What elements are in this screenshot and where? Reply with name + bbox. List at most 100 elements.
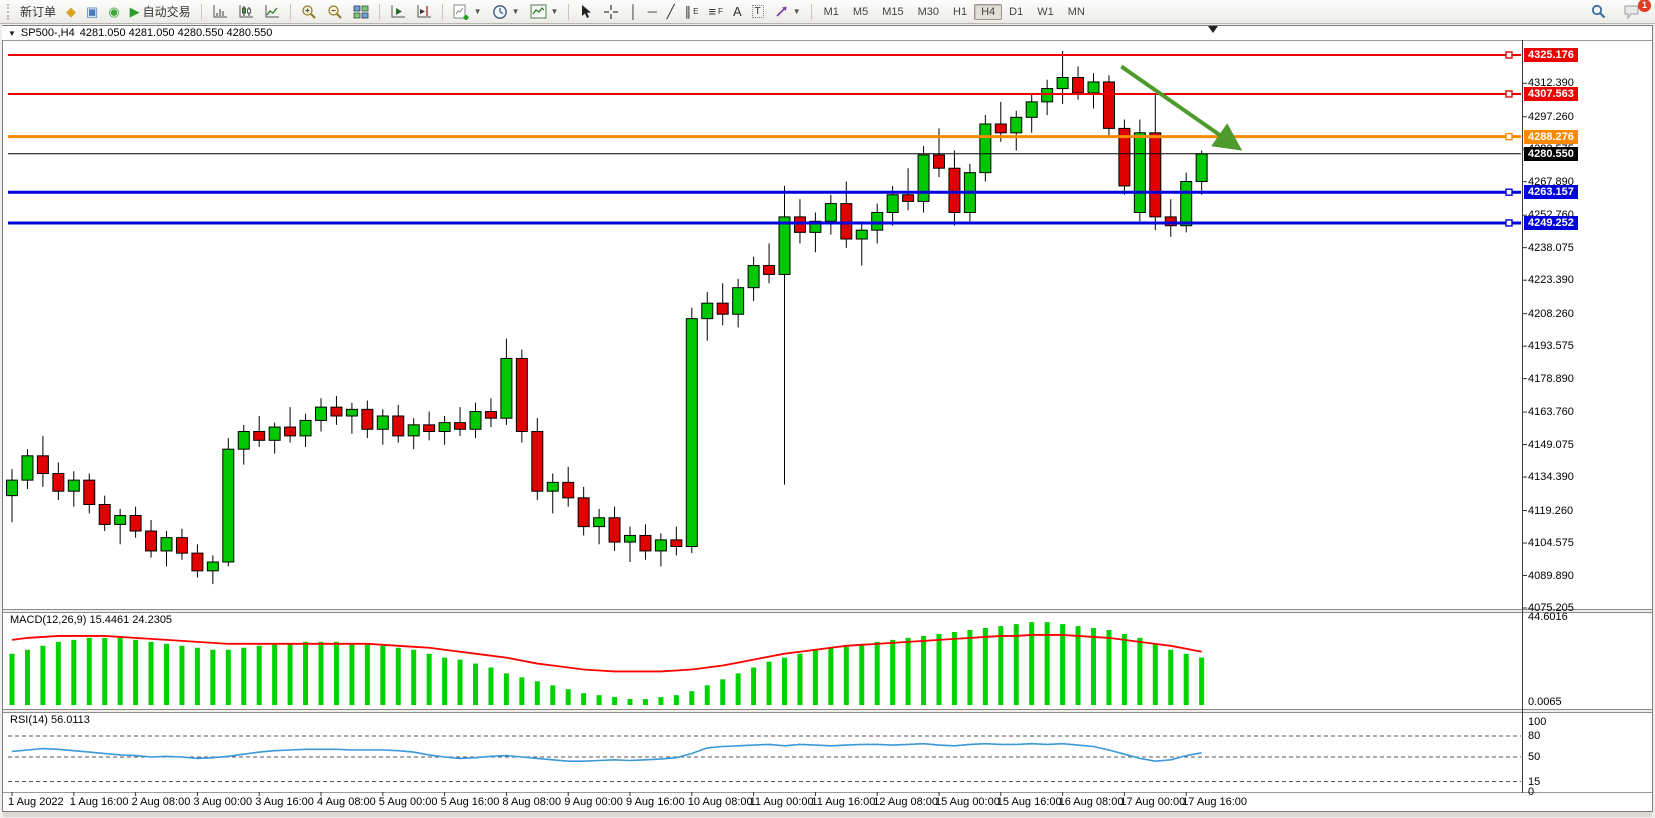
rsi-axis-label: 50 [1528,751,1541,763]
price-tick-label: 4134.390 [1528,471,1574,484]
candles-chart-icon[interactable] [233,2,259,22]
macd-splitter[interactable] [3,609,1652,613]
time-axis-label: 1 Aug 2022 [8,796,64,808]
time-axis-label: 17 Aug 00:00 [1120,796,1186,808]
equidistant-channel-icon[interactable]: ∥ E [684,4,699,19]
chart-titlebar: ▼ SP500-,H4 4281.050 4281.050 4280.550 4… [2,26,1651,40]
price-tick-label: 4119.260 [1528,504,1574,517]
templates-icon[interactable]: ▼ [525,2,564,22]
macd-axis-min: 0.0065 [1528,696,1562,708]
toolbar-grip [7,3,12,20]
price-tick-label: 4163.760 [1528,406,1574,419]
rsi-label: RSI(14) 56.0113 [10,714,90,726]
rsi-axis-label: 15 [1528,775,1541,788]
search-button[interactable] [1586,2,1611,22]
time-axis-label: 5 Aug 16:00 [440,796,500,808]
chart-shift-marker-icon[interactable] [1208,26,1218,33]
caret-down-icon: ▼ [473,7,482,16]
search-icon [1591,4,1606,19]
time-axis-label: 11 Aug 16:00 [811,796,876,808]
time-axis-border [3,792,1652,793]
caret-down-icon: ▼ [550,7,559,16]
time-axis-label: 3 Aug 00:00 [193,796,253,808]
arrows-icon[interactable]: ▼ [769,2,806,22]
caret-down-icon: ▼ [511,7,520,16]
time-axis-label: 8 Aug 08:00 [502,796,562,808]
macd-axis-max: 44.6016 [1528,611,1568,623]
tile-windows-icon[interactable] [348,2,374,22]
timeframe-button-M1[interactable]: M1 [823,5,839,18]
time-axis-label: 15 Aug 16:00 [996,796,1062,808]
algo-trading-button[interactable]: ▶ 自动交易 [129,4,191,19]
new-chart-icon[interactable]: ▼ [448,2,487,22]
time-axis-label: 11 Aug 00:00 [749,796,814,808]
time-axis-label: 16 Aug 08:00 [1058,796,1124,808]
price-tick-label: 4208.260 [1528,307,1574,320]
vertical-line-icon[interactable]: │ [629,4,638,19]
trendline-icon[interactable]: ╱ [666,4,675,19]
chart-window[interactable] [2,25,1653,812]
toolbar-separator [289,3,291,20]
timeframe-button-H4[interactable]: H4 [974,3,1003,20]
timeframe-button-MN[interactable]: MN [1067,5,1085,18]
toolbar-separator [441,3,443,20]
cursor-icon[interactable] [574,2,598,22]
caret-down-icon: ▼ [792,7,801,16]
window-bottom-strip [3,812,1652,817]
time-axis-label: 4 Aug 08:00 [317,796,376,808]
timeframe-button-W1[interactable]: W1 [1037,5,1054,18]
timeframe-button-D1[interactable]: D1 [1009,5,1024,18]
zoom-in-icon[interactable] [296,2,322,22]
text-icon[interactable]: A [732,4,742,19]
price-tick-label: 4267.890 [1528,175,1574,188]
chart-dropdown-icon[interactable]: ▼ [8,28,16,38]
crosshair-icon[interactable] [598,2,624,22]
time-axis-label: 2 Aug 08:00 [131,796,191,808]
price-tick-label: 4075.205 [1528,602,1574,614]
time-axis-label: 15 Aug 00:00 [935,796,1000,808]
rsi-splitter[interactable] [3,709,1652,713]
price-line-badge: 4249.252 [1524,215,1578,230]
price-tick-label: 4312.390 [1528,77,1574,90]
zoom-out-icon[interactable] [322,2,348,22]
notification-badge: 1 [1638,0,1651,12]
rsi-axis-label: 80 [1528,730,1541,742]
price-tick-label: 4149.075 [1528,438,1574,451]
chart-shift-icon[interactable] [411,2,437,22]
timeframe-button-M30[interactable]: M30 [917,5,940,18]
new-order-button[interactable]: 新订单 [20,5,57,19]
main-toolbar: 新订单 ◆ ▣ ◉ ▶ 自动交易 ▼ ▼ ▼ │ ─ ╱ ∥ E ≡ F A T ▼ M1 M5 M15 M30 H1 H4 D… [0,0,1655,24]
timeframe-button-M5[interactable]: M5 [852,5,869,18]
periods-icon[interactable]: ▼ [487,2,525,22]
price-tick-label: 4238.075 [1528,241,1574,254]
toolbar-separator [568,3,570,20]
chart-ohlc-values: 4281.050 4281.050 4280.550 4280.550 [79,27,273,39]
macd-label: MACD(12,26,9) 15.4461 24.2305 [10,614,173,626]
auto-scroll-icon[interactable] [385,2,411,22]
horizontal-line-icon[interactable]: ─ [647,4,657,19]
text-label-icon[interactable]: T [747,2,769,22]
price-tick-label: 4297.260 [1528,110,1574,123]
rsi-axis-label: 100 [1528,716,1547,728]
bars-chart-icon[interactable] [207,2,233,22]
tag-icon[interactable]: ◆ [66,4,77,19]
timeframe-toolbar: M1 M5 M15 M30 H1 H4 D1 W1 MN [817,3,1092,20]
toolbar-separator [810,3,812,20]
fibonacci-icon[interactable]: ≡ F [708,4,723,19]
price-line-badge: 4263.157 [1524,185,1578,200]
line-chart-icon[interactable] [259,2,285,22]
timeframe-button-M15[interactable]: M15 [882,5,904,18]
time-axis-label: 5 Aug 00:00 [378,796,438,808]
price-tick-label: 4223.390 [1528,274,1574,287]
toolbar-items: 新订单 ◆ ▣ ◉ ▶ 自动交易 ▼ ▼ ▼ │ ─ ╱ ∥ E ≡ F A T ▼ [15,2,817,22]
price-line-badge: 4280.550 [1524,146,1578,161]
toolbar-separator [200,3,202,20]
price-line-badge: 4307.563 [1524,86,1578,101]
timeframe-button-H1[interactable]: H1 [953,5,968,18]
chart-symbol-title: SP500-,H4 [20,27,75,39]
time-axis-label: 1 Aug 16:00 [69,796,129,808]
price-line-badge: 4325.176 [1524,48,1578,62]
vps-icon[interactable]: ▣ [86,4,99,19]
notifications-button[interactable]: 1 [1619,0,1651,22]
signals-icon[interactable]: ◉ [108,4,120,19]
